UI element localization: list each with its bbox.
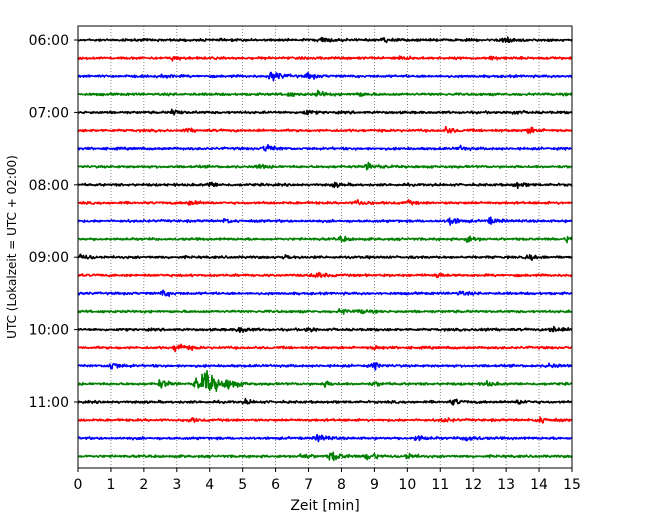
trace-0830 (77, 216, 573, 226)
y-axis-title: UTC (Lokalzeit = UTC + 02:00) (5, 155, 19, 339)
y-tick-label-0700: 07:00 (29, 105, 69, 121)
trace-1045 (77, 369, 573, 392)
x-tick-label-6: 6 (271, 477, 280, 493)
x-axis-title: Zeit [min] (290, 498, 359, 514)
trace-0700 (77, 108, 573, 116)
y-axis-ticks: 06:00 07:00 08:00 09:00 10:00 11:00 (29, 33, 78, 411)
y-tick-label-0900: 09:00 (29, 250, 69, 266)
trace-1145 (77, 451, 573, 462)
trace-0845 (77, 235, 573, 244)
x-tick-label-10: 10 (398, 477, 416, 493)
trace-0615 (77, 55, 573, 62)
x-tick-label-3: 3 (172, 477, 181, 493)
trace-0715 (77, 125, 573, 135)
trace-1130 (77, 434, 573, 443)
x-tick-label-4: 4 (205, 477, 214, 493)
y-tick-label-1100: 11:00 (29, 395, 69, 411)
trace-1100 (77, 397, 573, 406)
trace-0630 (77, 71, 573, 82)
plot-area-frame (77, 25, 573, 469)
x-tick-label-7: 7 (304, 477, 313, 493)
trace-0800 (77, 181, 573, 190)
x-tick-label-1: 1 (106, 477, 115, 493)
y-tick-label-1000: 10:00 (29, 323, 69, 339)
trace-0915 (77, 271, 573, 279)
x-tick-label-5: 5 (238, 477, 247, 493)
trace-0815 (77, 198, 573, 206)
trace-0945 (77, 308, 573, 315)
x-tick-label-11: 11 (431, 477, 449, 493)
x-tick-label-15: 15 (563, 477, 581, 493)
x-tick-label-14: 14 (530, 477, 548, 493)
y-tick-label-0600: 06:00 (29, 33, 69, 49)
x-tick-label-2: 2 (139, 477, 148, 493)
trace-0745 (77, 161, 573, 171)
trace-0645 (77, 89, 573, 98)
trace-0600 (77, 36, 573, 44)
trace-1030 (77, 362, 573, 371)
trace-1015 (77, 343, 573, 353)
trace-0900 (77, 253, 573, 262)
trace-0930 (77, 289, 573, 298)
trace-0730 (77, 143, 573, 152)
x-axis-ticks: 0 1 2 3 4 5 6 7 8 9 10 11 12 13 14 15 (74, 468, 581, 493)
x-tick-label-12: 12 (464, 477, 482, 493)
x-tick-label-8: 8 (337, 477, 346, 493)
y-tick-label-0800: 08:00 (29, 178, 69, 194)
trace-1115 (77, 416, 573, 424)
seismogram-traces (77, 36, 573, 462)
x-tick-label-13: 13 (497, 477, 515, 493)
trace-1000 (77, 325, 573, 334)
x-tick-label-0: 0 (74, 477, 83, 493)
x-tick-label-9: 9 (370, 477, 379, 493)
